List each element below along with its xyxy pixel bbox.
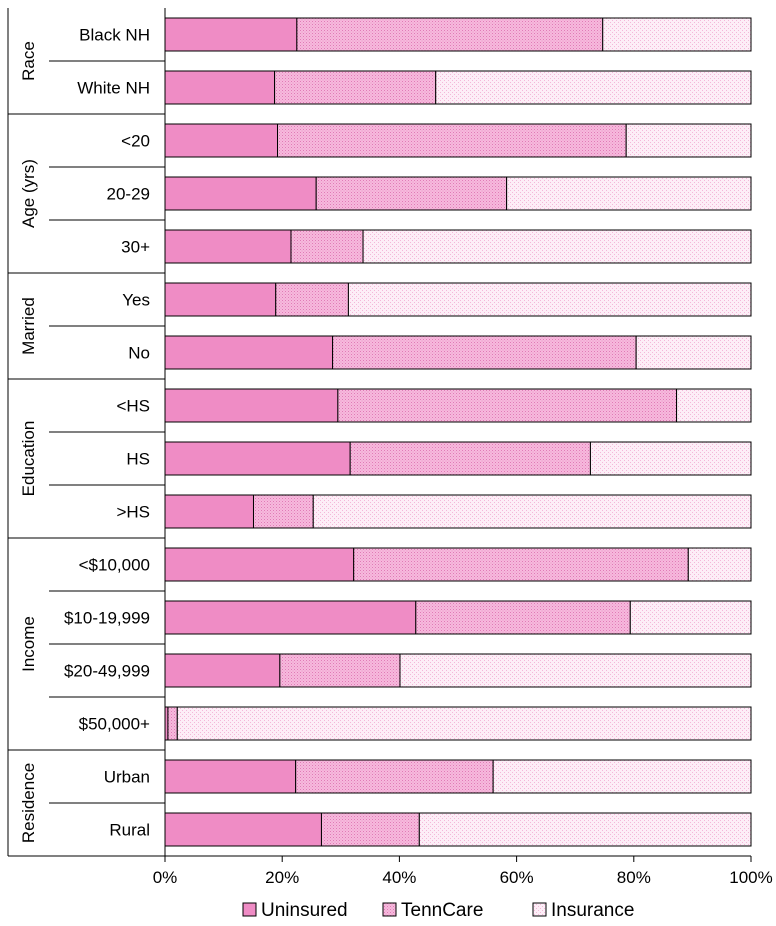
bar-tenncare-20-49-999 [279, 653, 401, 688]
category-label: <$10,000 [79, 556, 150, 575]
x-tick-label: 60% [500, 868, 534, 887]
bar-insurance-30 [362, 229, 752, 264]
category-label: Black NH [79, 26, 150, 45]
legend-swatch-tenncare [382, 902, 397, 917]
bar-insurance-20 [625, 123, 752, 158]
bar-insurance-urban [492, 759, 752, 794]
bar-uninsured-white-nh [164, 70, 276, 105]
bar-insurance-20-49-999 [399, 653, 752, 688]
bar-tenncare-hs [349, 441, 591, 476]
x-tick-label: 0% [153, 868, 178, 887]
category-labels: Black NH White NH <20 20-29 30+ Yes No <HS HS >HS… [64, 26, 150, 840]
group-label-race: Race [19, 41, 38, 81]
bar-uninsured-black-nh [164, 17, 298, 52]
category-label: $20-49,999 [64, 662, 150, 681]
category-label: <HS [116, 397, 150, 416]
category-label: $10-19,999 [64, 609, 150, 628]
bar-tenncare-yes [275, 282, 349, 317]
category-label: HS [126, 450, 150, 469]
legend-label-uninsured: Uninsured [261, 900, 348, 921]
category-label: $50,000+ [79, 715, 150, 734]
category-label: No [128, 344, 150, 363]
bar-tenncare-10-19-999 [415, 600, 631, 635]
bar-uninsured-20 [164, 123, 279, 158]
category-label: >HS [116, 503, 150, 522]
bar-tenncare-no [332, 335, 637, 370]
group-label-education: Education [19, 421, 38, 497]
bar-insurance-50-000 [176, 706, 752, 741]
group-labels: Race Age (yrs) Married Education Income Resid… [19, 41, 38, 843]
bar-uninsured-30 [164, 229, 292, 264]
bar-uninsured-hs [164, 388, 339, 423]
group-label-income: Income [19, 616, 38, 672]
bar-insurance-hs [676, 388, 752, 423]
bar-insurance-no [635, 335, 752, 370]
x-tick-label: 20% [265, 868, 299, 887]
legend-swatch-uninsured [242, 902, 257, 917]
bar-uninsured-hs [164, 494, 254, 529]
bar-insurance-10-000 [687, 547, 752, 582]
bar-uninsured-urban [164, 759, 297, 794]
x-tick-label: 80% [617, 868, 651, 887]
bar-tenncare-20-29 [315, 176, 508, 211]
group-label-residence: Residence [19, 763, 38, 843]
bar-tenncare-10-000 [353, 547, 689, 582]
x-axis: 0% 20% 40% 60% 80% 100% [153, 855, 773, 887]
category-label: 20-29 [107, 185, 150, 204]
bars-layer [164, 17, 752, 847]
group-label-married: Married [19, 297, 38, 355]
legend-label-insurance: Insurance [551, 900, 634, 921]
category-label: Urban [104, 768, 150, 787]
legend-swatch-insurance [532, 902, 547, 917]
bar-tenncare-urban [295, 759, 494, 794]
x-tick-label: 40% [382, 868, 416, 887]
bar-uninsured-10-19-999 [164, 600, 417, 635]
bar-insurance-20-29 [506, 176, 752, 211]
bar-uninsured-20-29 [164, 176, 317, 211]
category-label: 30+ [121, 238, 150, 257]
bar-uninsured-no [164, 335, 334, 370]
bar-tenncare-white-nh [274, 70, 437, 105]
bar-uninsured-hs [164, 441, 351, 476]
bar-tenncare-hs [252, 494, 314, 529]
bar-uninsured-rural [164, 812, 322, 847]
bar-insurance-hs [312, 494, 752, 529]
group-label-age-yrs: Age (yrs) [19, 159, 38, 228]
bar-insurance-black-nh [602, 17, 752, 52]
bar-tenncare-rural [320, 812, 420, 847]
bar-uninsured-yes [164, 282, 277, 317]
category-label: <20 [121, 132, 150, 151]
bar-uninsured-10-000 [164, 547, 355, 582]
bar-tenncare-black-nh [296, 17, 604, 52]
bar-insurance-hs [589, 441, 752, 476]
plot-frame [7, 8, 166, 857]
bar-tenncare-50-000 [167, 706, 178, 741]
bar-tenncare-hs [337, 388, 678, 423]
bar-uninsured-20-49-999 [164, 653, 281, 688]
bar-tenncare-20 [277, 123, 627, 158]
bar-insurance-10-19-999 [629, 600, 752, 635]
x-tick-label: 100% [729, 868, 772, 887]
legend-label-tenncare: TennCare [401, 900, 483, 921]
bar-insurance-white-nh [435, 70, 752, 105]
bar-tenncare-30 [290, 229, 364, 264]
bar-insurance-yes [347, 282, 752, 317]
category-label: White NH [77, 79, 150, 98]
category-label: Rural [109, 821, 150, 840]
category-label: Yes [122, 291, 150, 310]
bar-insurance-rural [418, 812, 752, 847]
legend: Uninsured TennCare Insurance [242, 900, 634, 921]
